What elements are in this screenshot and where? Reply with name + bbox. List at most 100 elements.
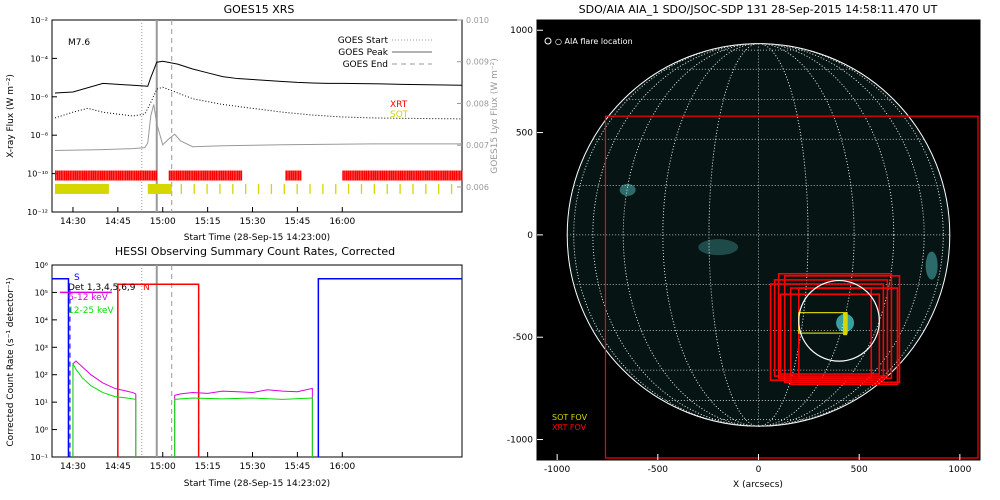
goes-xrt-coverage-tick <box>90 170 93 181</box>
goes-xrt-coverage-tick <box>141 170 143 181</box>
aia-xrt-fov-label: XRT FOV <box>552 423 587 432</box>
goes-xrt-coverage-tick <box>107 170 109 181</box>
goes-xrt-coverage-tick <box>174 170 176 181</box>
goes-xrt-coverage-tick <box>460 170 463 181</box>
goes-xrt-coverage-tick <box>342 170 344 181</box>
hessi-night-line-start <box>52 277 70 457</box>
goes-xrt-coverage-tick <box>92 170 95 181</box>
aia-xrt-fov-large <box>604 115 979 459</box>
goes-xlabel: Start Time (28-Sep-15 14:23:00) <box>184 233 330 243</box>
goes-xrt-coverage-tick <box>202 170 205 181</box>
goes-xrt-coverage-tick <box>192 170 194 181</box>
aia-meridian <box>592 43 925 427</box>
goes-xrt-coverage-tick <box>69 170 71 181</box>
goes-xrt-coverage-tick <box>356 170 359 181</box>
goes-xrt-coverage-tick <box>351 170 353 181</box>
aia-x-tick-label: 500 <box>851 465 868 475</box>
goes-xrt-coverage-tick <box>408 170 411 181</box>
goes-xrt-coverage-tick <box>134 170 136 181</box>
aia-xrt-fov <box>783 275 901 384</box>
hessi-series-6-12-keV <box>72 360 137 457</box>
goes-xrt-coverage-tick <box>199 170 201 181</box>
goes-xrt-coverage-tick <box>233 170 235 181</box>
goes-xrt-coverage-tick <box>433 170 436 181</box>
goes-xrt-coverage-tick <box>380 170 382 181</box>
hessi-legend-det: Det 1,3,4,5,6,9 <box>68 283 136 293</box>
hessi-y-tick-label: 10¹ <box>35 398 48 407</box>
goes-xrt-coverage-tick <box>392 170 395 181</box>
goes-y-tick-label: 10⁻¹⁰ <box>27 170 48 179</box>
goes-series-lya <box>54 104 462 152</box>
hessi-x-tick-label: 15:45 <box>284 462 310 472</box>
goes-sot-label: SOT <box>390 110 409 120</box>
goes-xrt-coverage-tick <box>235 170 237 181</box>
goes-y-tick-label: 10⁻¹² <box>27 208 48 217</box>
aia-x-tick-label: -1000 <box>544 465 570 475</box>
goes-y2-tick-label: 0.006 <box>466 183 489 192</box>
aia-active-region <box>619 183 636 196</box>
goes-xrt-coverage-tick <box>227 170 230 181</box>
goes-xrt-coverage-tick <box>459 170 461 181</box>
goes-xrt-coverage-tick <box>378 170 380 181</box>
goes-xrt-coverage-tick <box>442 170 445 181</box>
goes-xrt-coverage-tick <box>83 170 86 181</box>
goes-sot-coverage-tick <box>270 183 273 194</box>
goes-legend: GOES Start GOES Peak GOES End <box>338 36 432 70</box>
goes-xrt-coverage-tick <box>367 170 370 181</box>
goes-sot-coverage-block <box>147 183 172 194</box>
goes-x-tick-label: 15:00 <box>150 217 176 227</box>
aia-y-tick-label: 1000 <box>510 26 533 36</box>
hessi-y-tick-label: 10⁻¹ <box>30 453 48 462</box>
goes-xrt-coverage-tick <box>298 170 300 181</box>
goes-y-tick-label: 10⁻⁴ <box>30 54 48 63</box>
goes-xrt-coverage-tick <box>213 170 216 181</box>
goes-xrt-coverage-tick <box>360 170 362 181</box>
hessi-x-tick-label: 15:30 <box>240 462 266 472</box>
goes-xrt-coverage-tick <box>430 170 432 181</box>
aia-x-tick-label: 0 <box>756 465 762 475</box>
goes-sot-coverage-tick <box>425 183 427 194</box>
goes-x-tick-label: 15:45 <box>284 217 310 227</box>
goes-xrt-coverage-tick <box>186 170 189 181</box>
goes-xrt-coverage-tick <box>222 170 225 181</box>
goes-sot-coverage-tick <box>373 183 376 194</box>
goes-xrt-coverage-tick <box>369 170 371 181</box>
goes-xrt-coverage-tick <box>135 170 138 181</box>
goes-xrt-coverage-tick <box>432 170 434 181</box>
goes-sot-coverage-tick <box>438 183 440 194</box>
goes-y-tick-label: 10⁻⁸ <box>30 131 48 140</box>
goes-xrt-coverage-tick <box>76 170 79 181</box>
aia-y-tick-label: -1000 <box>507 436 533 446</box>
goes-sot-coverage-tick <box>257 183 260 194</box>
goes-xrt-coverage-tick <box>74 170 77 181</box>
hessi-ylabel: Corrected Count Rate (s⁻¹ detector⁻¹) <box>6 277 16 446</box>
goes-xrt-coverage-tick <box>349 170 352 181</box>
aia-x-tick-label: 1000 <box>948 465 971 475</box>
goes-xrt-coverage-tick <box>236 170 239 181</box>
goes-xrt-coverage-tick <box>296 170 298 181</box>
goes-xrt-coverage-tick <box>132 170 134 181</box>
goes-xrt-coverage-tick <box>63 170 66 181</box>
goes-sot-coverage-tick <box>347 183 350 194</box>
goes-xrt-coverage-tick <box>363 170 366 181</box>
goes-xrt-coverage-tick <box>292 170 295 181</box>
goes-sot-coverage-tick <box>180 183 182 194</box>
goes-xrt-coverage-tick <box>354 170 357 181</box>
goes-sot-coverage-tick <box>309 183 311 194</box>
goes-xrt-coverage-tick <box>383 170 386 181</box>
goes-title: GOES15 XRS <box>224 3 295 16</box>
hessi-y-tick-label: 10⁶ <box>35 261 48 270</box>
goes-xrt-coverage-tick <box>155 170 158 181</box>
goes-xrt-coverage-tick <box>146 170 149 181</box>
goes-xrt-coverage-tick <box>399 170 402 181</box>
goes-xrt-coverage-tick <box>150 170 152 181</box>
aia-xrt-fov <box>779 293 881 375</box>
goes-xrt-coverage-tick <box>101 170 104 181</box>
goes-xrt-coverage-tick <box>290 170 293 181</box>
goes-xrt-coverage-tick <box>121 170 124 181</box>
goes-xrt-coverage-tick <box>130 170 133 181</box>
hessi-plot-frame <box>51 264 463 458</box>
goes-xrt-coverage-tick <box>218 170 221 181</box>
goes-xrt-coverage-tick <box>388 170 391 181</box>
goes-panel: GOES15 XRS 14:30 14:45 15:00 15:15 15:30 15:4… <box>6 3 500 243</box>
